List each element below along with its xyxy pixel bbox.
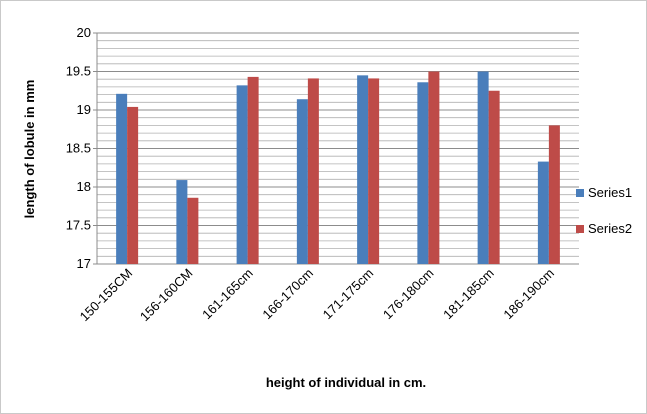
grid-lines: [96, 32, 579, 265]
bar-series2-171-175cm: [368, 78, 380, 265]
y-tick-label: 20: [77, 25, 91, 40]
y-tick-label: 19: [77, 102, 91, 117]
legend-swatch-series1: [576, 189, 584, 197]
y-axis-title: length of lobule in mm: [22, 80, 37, 219]
bar-series1-161-165cm: [236, 85, 248, 264]
x-tick-label: 171-175cm: [320, 266, 377, 323]
x-tick-label: 166-170cm: [259, 266, 316, 323]
x-tick-label: 150-155CM: [77, 266, 136, 325]
bar-series1-186-190cm: [537, 161, 549, 264]
x-tick-label: 181-185cm: [440, 266, 497, 323]
bar-series2-176-180cm: [428, 71, 440, 264]
bars: [116, 71, 560, 265]
x-tick-label: 176-180cm: [380, 266, 437, 323]
legend: Series1 Series2: [576, 185, 632, 236]
bar-series1-181-185cm: [477, 71, 489, 264]
bar-series1-156-160cm: [176, 180, 188, 264]
bar-series1-171-175cm: [357, 75, 369, 264]
x-tick-label: 186-190cm: [500, 266, 557, 323]
y-tick-label: 17: [77, 256, 91, 271]
y-tick-label: 18.5: [66, 141, 91, 156]
y-tick-label: 17.5: [66, 218, 91, 233]
bar-series2-150-155cm: [127, 106, 139, 264]
bar-series2-156-160cm: [187, 197, 199, 264]
bar-series1-150-155cm: [116, 93, 128, 264]
bar-series2-181-185cm: [488, 90, 500, 264]
bar-series1-166-170cm: [296, 99, 308, 264]
bar-series1-176-180cm: [417, 82, 429, 264]
y-tick-label: 18: [77, 179, 91, 194]
bar-series2-166-170cm: [307, 78, 319, 265]
x-axis-ticks: 150-155CM 156-160CM 161-165cm 166-170cm 171-…: [77, 266, 557, 325]
legend-label-series1: Series1: [588, 185, 632, 200]
legend-label-series2: Series2: [588, 221, 632, 236]
x-axis-title: height of individual in cm.: [266, 375, 426, 390]
bar-series2-161-165cm: [247, 76, 259, 264]
y-tick-label: 19.5: [66, 64, 91, 79]
bar-series2-186-190cm: [548, 125, 560, 265]
x-tick-label: 156-160CM: [137, 266, 196, 325]
x-tick-label: 161-165cm: [199, 266, 256, 323]
legend-swatch-series2: [576, 225, 584, 233]
y-axis-ticks: 17 17.5 18 18.5 19 19.5 20: [66, 25, 97, 271]
